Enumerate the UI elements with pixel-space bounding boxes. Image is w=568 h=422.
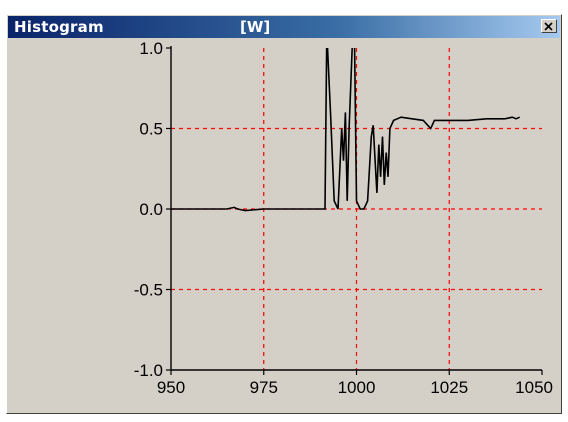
histogram-window: Histogram [W] xyxy=(6,14,562,414)
x-tick-label: 950 xyxy=(157,378,185,397)
close-icon xyxy=(544,21,553,31)
x-tick-label: 1025 xyxy=(430,378,468,397)
close-button[interactable] xyxy=(541,19,557,33)
x-tick-label: 1000 xyxy=(338,378,376,397)
x-tick-label: 1050 xyxy=(515,378,553,397)
x-tick-label: 975 xyxy=(250,378,278,397)
y-tick-label: 0.0 xyxy=(139,200,163,219)
window-title: Histogram xyxy=(14,18,104,36)
unit-label: [W] xyxy=(240,18,271,36)
y-tick-label: -0.5 xyxy=(134,281,163,300)
series-line xyxy=(171,48,521,212)
y-tick-label: 0.5 xyxy=(139,120,163,139)
title-bar[interactable]: Histogram [W] xyxy=(8,16,560,38)
y-tick-label: -1.0 xyxy=(134,361,163,380)
y-tick-label: 1.0 xyxy=(139,39,163,58)
